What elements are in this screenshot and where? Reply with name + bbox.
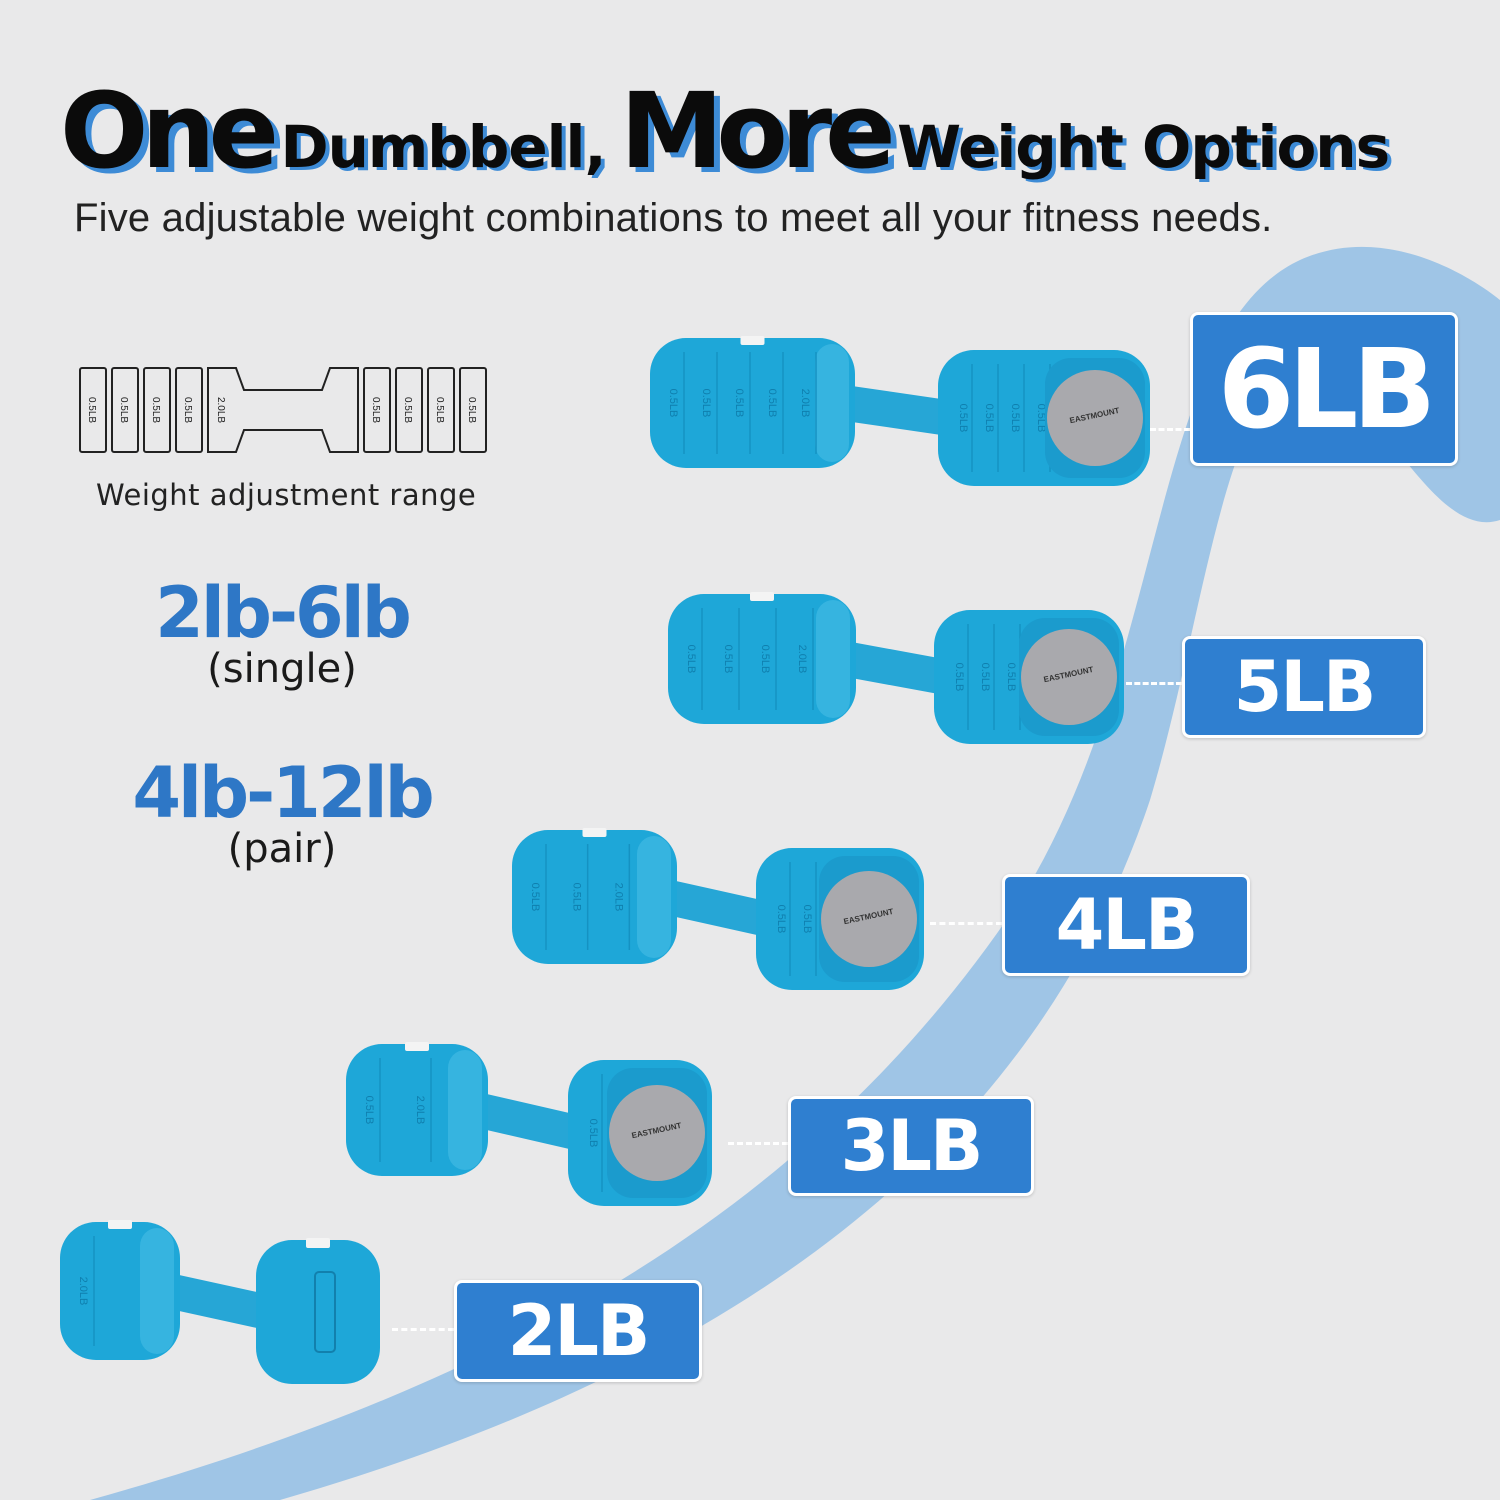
endcap — [1047, 370, 1143, 466]
plate-label: 0.5LB — [983, 404, 995, 433]
endcap — [609, 1085, 705, 1181]
plate-label: 0.5LB — [1005, 663, 1017, 692]
weight-plate: 0.5LB — [459, 367, 487, 453]
plate-label: 0.5LB — [1035, 404, 1047, 433]
plate-label: 2.0LB — [77, 1277, 89, 1306]
weight-range-diagram: 0.5LB 0.5LB 0.5LB 0.5LB 2.0LB 0.5LB 0.5LB 0.5LB… — [79, 367, 487, 453]
dumbbell-6lb: 0.5LB 0.5LB 0.5LB 0.5LB 2.0LB 0.5LB 0.5LB 0.5LB… — [650, 336, 1150, 486]
weight-badge-3lb: 3LB — [788, 1096, 1034, 1196]
plate-label: 0.5LB — [775, 905, 787, 934]
leader-line — [728, 1142, 788, 1145]
leader-line — [930, 922, 1002, 925]
weight-plate: 0.5LB — [427, 367, 455, 453]
weight-plate: 0.5LB — [175, 367, 203, 453]
plate-label: 0.5LB — [957, 404, 969, 433]
handle-outline: 2.0LB — [207, 367, 359, 453]
weight-plate: 0.5LB — [143, 367, 171, 453]
leader-line — [1150, 428, 1190, 431]
weight-plate: 0.5LB — [395, 367, 423, 453]
plate-label: 0.5LB — [979, 663, 991, 692]
svg-text:2.0LB: 2.0LB — [215, 397, 226, 423]
svg-text:0.5LB: 0.5LB — [434, 397, 445, 423]
weight-plate: 0.5LB — [111, 367, 139, 453]
page-subtitle: Five adjustable weight combinations to m… — [74, 196, 1273, 240]
svg-text:0.5LB: 0.5LB — [118, 397, 129, 423]
plate-label: 0.5LB — [733, 389, 745, 418]
title-word-dumbbell: Dumbbell, — [280, 113, 606, 181]
single-range-label: (single) — [207, 646, 357, 692]
plate-label: 0.5LB — [722, 645, 734, 674]
weight-badge-5lb: 5LB — [1182, 636, 1426, 738]
plate-label: 2.0LB — [414, 1096, 426, 1125]
pair-range-value: 4lb-12lb — [132, 752, 434, 834]
plate-label: 0.5LB — [529, 883, 541, 912]
plate-label: 0.5LB — [700, 389, 712, 418]
plate-label: 0.5LB — [759, 645, 771, 674]
plate-label: 2.0LB — [612, 883, 624, 912]
plate-label: 2.0LB — [799, 389, 811, 418]
weight-badge-2lb: 2LB — [454, 1280, 702, 1382]
plate-label: 0.5LB — [571, 883, 583, 912]
svg-text:0.5LB: 0.5LB — [370, 397, 381, 423]
weight-badge-4lb: 4LB — [1002, 874, 1250, 976]
weight-plate: 0.5LB — [79, 367, 107, 453]
svg-text:0.5LB: 0.5LB — [466, 397, 477, 423]
svg-text:0.5LB: 0.5LB — [86, 397, 97, 423]
plate-label: 0.5LB — [766, 389, 778, 418]
pair-range-label: (pair) — [227, 826, 337, 872]
title-word-more: More — [619, 70, 896, 192]
leader-line — [1126, 682, 1182, 685]
dumbbell-2lb: 2.0LB — [60, 1220, 380, 1384]
plate-label: 0.5LB — [363, 1096, 375, 1125]
range-caption: Weight adjustment range — [96, 478, 477, 512]
plate-label: 0.5LB — [1009, 404, 1021, 433]
leader-line — [392, 1328, 454, 1331]
weight-badge-6lb: 6LB — [1190, 312, 1458, 466]
endcap — [1021, 629, 1117, 725]
page-title: One Dumbbell, More Weight Options — [60, 70, 1480, 200]
endcap — [821, 871, 917, 967]
plate-label: 0.5LB — [587, 1119, 599, 1148]
title-word-weight-options: Weight Options — [897, 113, 1390, 181]
plate-label: 2.0LB — [796, 645, 808, 674]
weight-plate: 0.5LB — [363, 367, 391, 453]
plate-label: 0.5LB — [953, 663, 965, 692]
svg-text:0.5LB: 0.5LB — [150, 397, 161, 423]
plate-label: 0.5LB — [801, 905, 813, 934]
svg-text:0.5LB: 0.5LB — [402, 397, 413, 423]
svg-text:0.5LB: 0.5LB — [182, 397, 193, 423]
plate-label: 0.5LB — [667, 389, 679, 418]
plate-label: 0.5LB — [685, 645, 697, 674]
title-word-one: One — [60, 70, 279, 192]
single-range-value: 2lb-6lb — [155, 572, 412, 654]
